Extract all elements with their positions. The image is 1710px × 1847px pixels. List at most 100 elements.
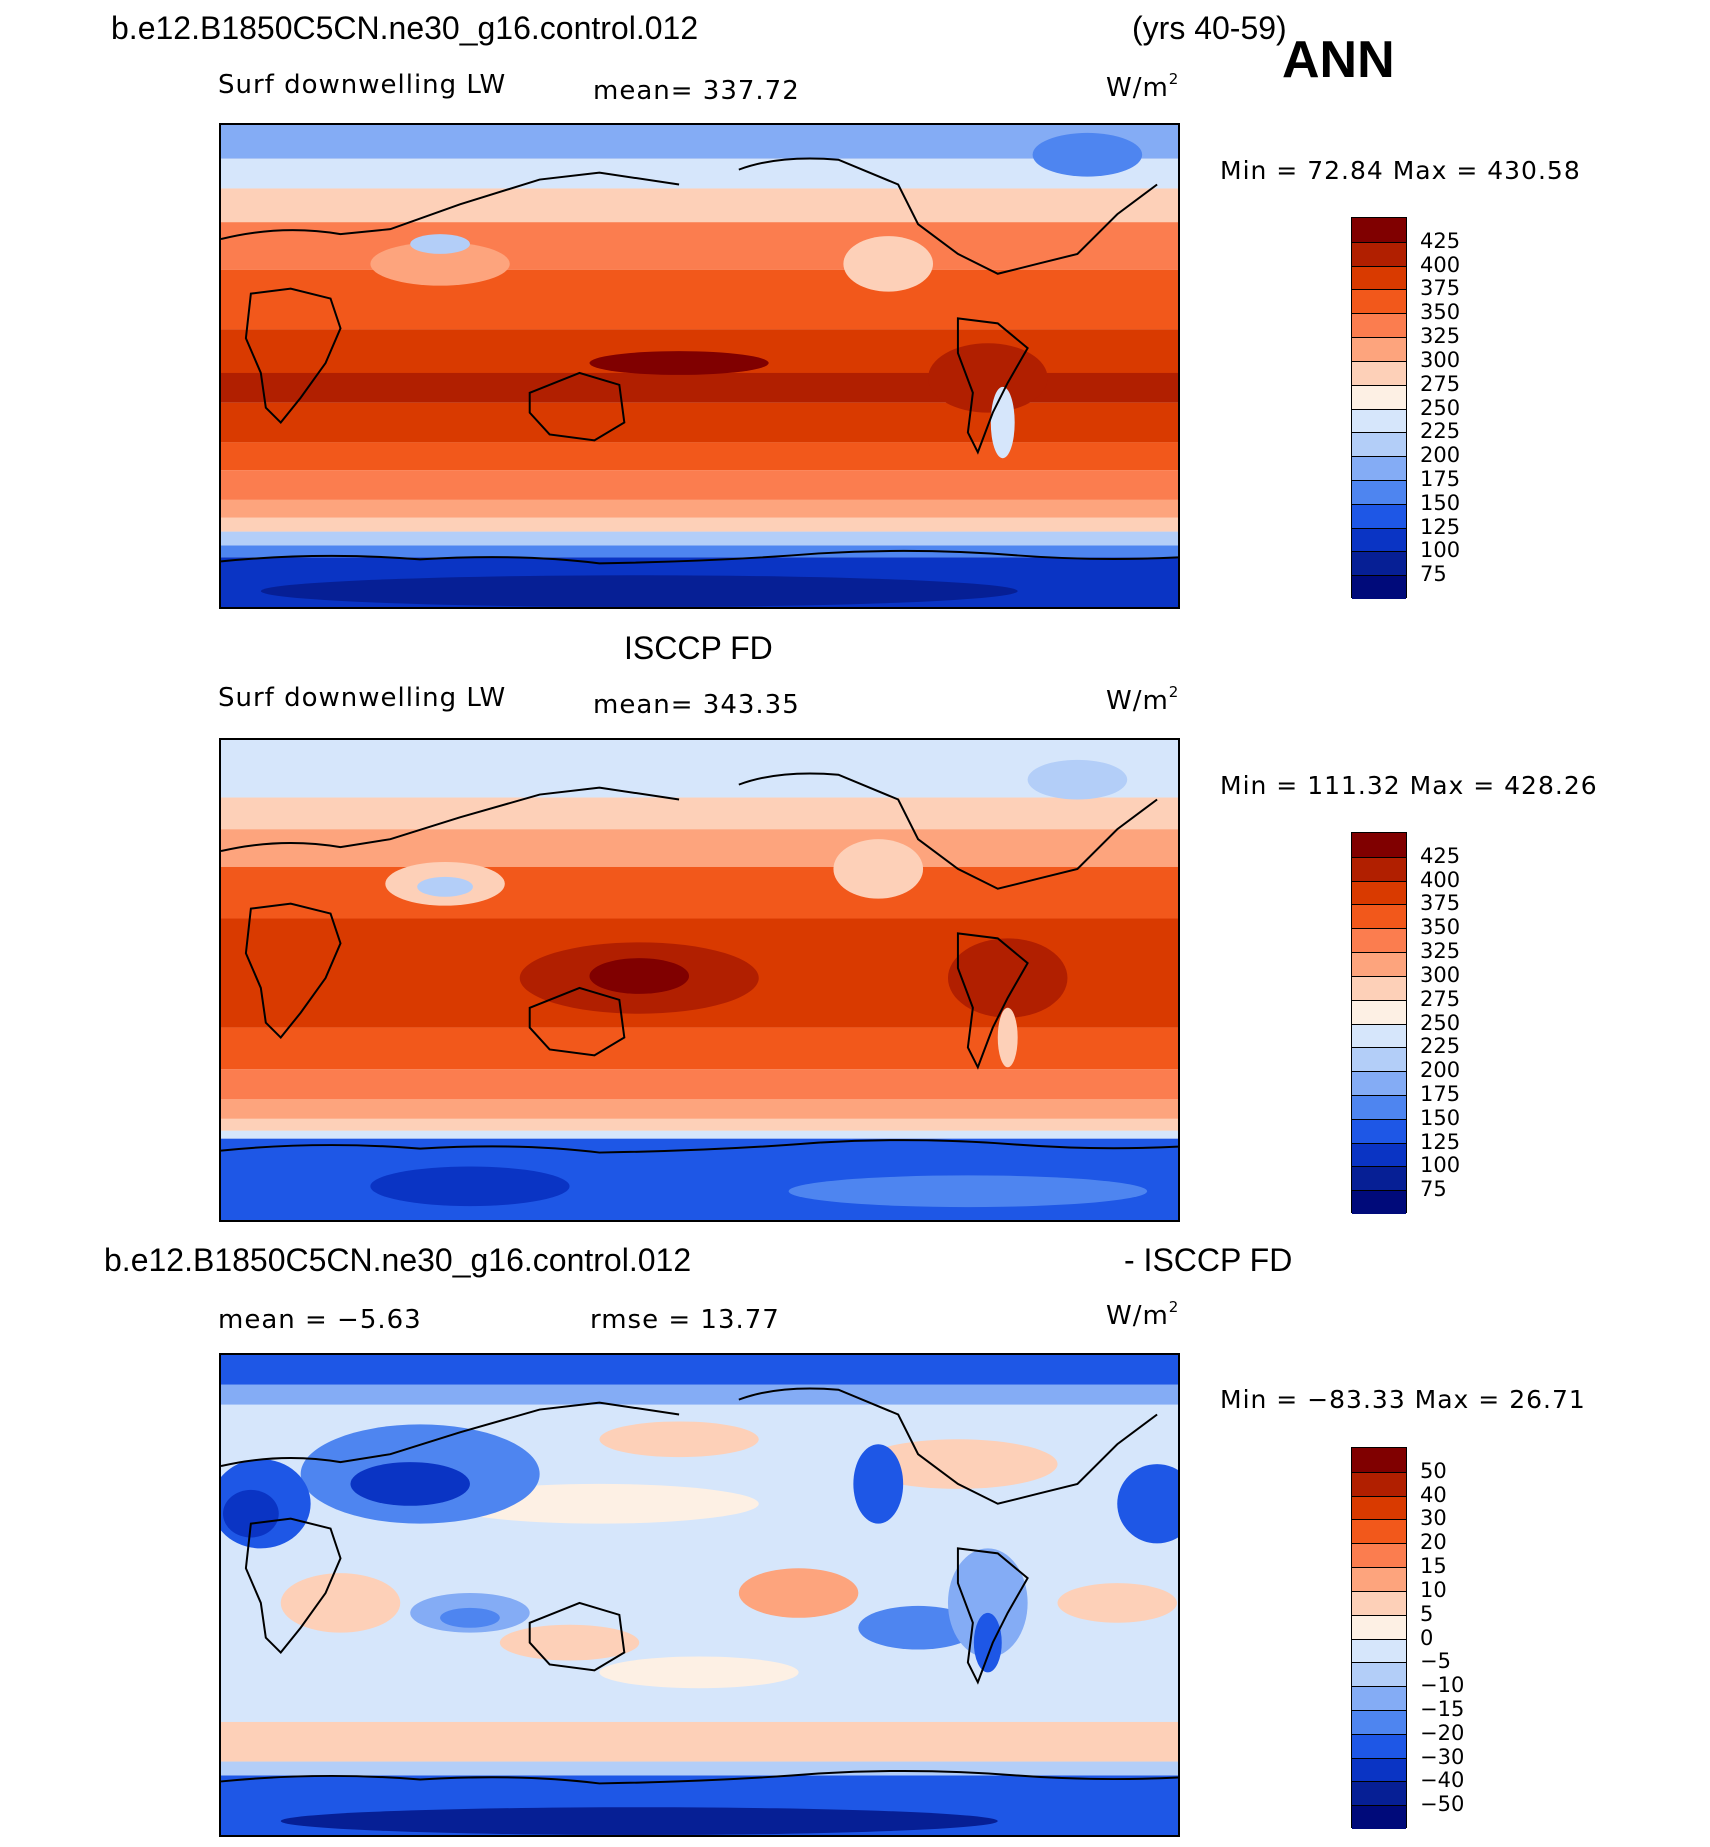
colorbar-box <box>1352 1142 1406 1167</box>
colorbar-tick-label: 10 <box>1420 1577 1447 1602</box>
colorbar-box <box>1352 1805 1406 1829</box>
colorbar-box <box>1352 1448 1406 1472</box>
colorbar-tick-label: 325 <box>1420 324 1461 349</box>
colorbar-tick-label: 15 <box>1420 1554 1447 1579</box>
colorbar-tick-label: 300 <box>1420 347 1461 372</box>
colorbar-box <box>1352 527 1406 552</box>
colorbar-box <box>1352 575 1406 599</box>
colorbar-box <box>1352 1047 1406 1072</box>
colorbar-tick-label: 400 <box>1420 867 1461 892</box>
colorbar-tick-label: −40 <box>1420 1768 1465 1793</box>
colorbar-box <box>1352 1590 1406 1615</box>
colorbar-box <box>1352 360 1406 385</box>
colorbar-box <box>1352 384 1406 409</box>
colorbar-box <box>1352 856 1406 881</box>
colorbar-box <box>1352 1190 1406 1214</box>
colorbar-box <box>1352 408 1406 433</box>
colorbar-box <box>1352 503 1406 528</box>
colorbar-tick-label: 275 <box>1420 986 1461 1011</box>
colorbar-box <box>1352 975 1406 1000</box>
colorbar-tick-label: 300 <box>1420 962 1461 987</box>
colorbar-tick-label: 30 <box>1420 1506 1447 1531</box>
colorbar-tick-label: 325 <box>1420 939 1461 964</box>
colorbar-tick-label: 150 <box>1420 490 1461 515</box>
panel1-colorbar <box>1351 217 1407 599</box>
colorbar-box <box>1352 1023 1406 1048</box>
colorbar-box <box>1352 337 1406 361</box>
panel3-units: W/m2 <box>1106 1298 1180 1331</box>
colorbar-box <box>1352 1614 1406 1639</box>
colorbar-box <box>1352 1733 1406 1758</box>
colorbar-tick-label: 200 <box>1420 443 1461 468</box>
colorbar-box <box>1352 551 1406 576</box>
panel1-variable: Surf downwelling LW <box>218 70 507 100</box>
colorbar-box <box>1352 218 1406 242</box>
colorbar-box <box>1352 904 1406 929</box>
panel3-map <box>219 1353 1180 1837</box>
colorbar-tick-label: 275 <box>1420 371 1461 396</box>
panel2-units: W/m2 <box>1106 683 1180 716</box>
panel3-case-title: b.e12.B1850C5CN.ne30_g16.control.012 <box>104 1242 692 1278</box>
colorbar-tick-label: 175 <box>1420 466 1461 491</box>
colorbar-box <box>1352 432 1406 457</box>
panel3-mean: mean = −5.63 <box>218 1305 422 1335</box>
colorbar-box <box>1352 999 1406 1024</box>
colorbar-tick-label: 225 <box>1420 1034 1461 1059</box>
colorbar-tick-label: 250 <box>1420 395 1461 420</box>
panel1-units: W/m2 <box>1106 70 1180 103</box>
season-label: ANN <box>1282 31 1395 89</box>
panel1-mean: mean= 337.72 <box>593 76 800 106</box>
colorbar-box <box>1352 1686 1406 1710</box>
panel2-map <box>219 738 1180 1222</box>
colorbar-box <box>1352 479 1406 504</box>
colorbar-box <box>1352 241 1406 266</box>
colorbar-tick-label: −50 <box>1420 1792 1465 1817</box>
colorbar-tick-label: 40 <box>1420 1482 1447 1507</box>
colorbar-tick-label: 250 <box>1420 1010 1461 1035</box>
colorbar-box <box>1352 1495 1406 1520</box>
panel2-colorbar <box>1351 832 1407 1214</box>
panel2-title: ISCCP FD <box>624 630 773 666</box>
colorbar-tick-label: 175 <box>1420 1081 1461 1106</box>
colorbar-box <box>1352 1757 1406 1782</box>
colorbar-tick-label: 125 <box>1420 514 1461 539</box>
colorbar-tick-label: 425 <box>1420 843 1461 868</box>
colorbar-box <box>1352 1071 1406 1095</box>
panel3-rmse: rmse = 13.77 <box>590 1305 780 1335</box>
colorbar-tick-label: 125 <box>1420 1129 1461 1154</box>
colorbar-tick-label: 20 <box>1420 1530 1447 1555</box>
colorbar-box <box>1352 1094 1406 1119</box>
colorbar-tick-label: 50 <box>1420 1458 1447 1483</box>
colorbar-tick-label: 75 <box>1420 562 1447 587</box>
years-label: (yrs 40-59) <box>1132 10 1287 46</box>
colorbar-tick-label: 100 <box>1420 538 1461 563</box>
colorbar-box <box>1352 1118 1406 1143</box>
panel1-minmax: Min = 72.84 Max = 430.58 <box>1220 156 1581 185</box>
colorbar-tick-label: 425 <box>1420 228 1461 253</box>
colorbar-tick-label: 375 <box>1420 276 1461 301</box>
colorbar-box <box>1352 928 1406 953</box>
colorbar-tick-label: 75 <box>1420 1177 1447 1202</box>
colorbar-box <box>1352 1781 1406 1806</box>
colorbar-tick-label: 350 <box>1420 300 1461 325</box>
colorbar-box <box>1352 1471 1406 1496</box>
colorbar-box <box>1352 880 1406 905</box>
colorbar-tick-label: 400 <box>1420 252 1461 277</box>
colorbar-tick-label: 5 <box>1420 1601 1434 1626</box>
colorbar-tick-label: −20 <box>1420 1720 1465 1745</box>
colorbar-box <box>1352 833 1406 857</box>
panel2-mean: mean= 343.35 <box>593 690 800 720</box>
colorbar-box <box>1352 289 1406 314</box>
colorbar-tick-label: 375 <box>1420 891 1461 916</box>
colorbar-tick-label: 225 <box>1420 419 1461 444</box>
colorbar-tick-label: −15 <box>1420 1696 1465 1721</box>
colorbar-box <box>1352 1709 1406 1734</box>
colorbar-box <box>1352 313 1406 338</box>
colorbar-tick-label: 0 <box>1420 1625 1434 1650</box>
panel2-minmax: Min = 111.32 Max = 428.26 <box>1220 771 1598 800</box>
panel1-map <box>219 123 1180 609</box>
colorbar-box <box>1352 1662 1406 1687</box>
panel3-colorbar <box>1351 1447 1407 1829</box>
colorbar-box <box>1352 456 1406 480</box>
case-title: b.e12.B1850C5CN.ne30_g16.control.012 <box>111 10 699 46</box>
